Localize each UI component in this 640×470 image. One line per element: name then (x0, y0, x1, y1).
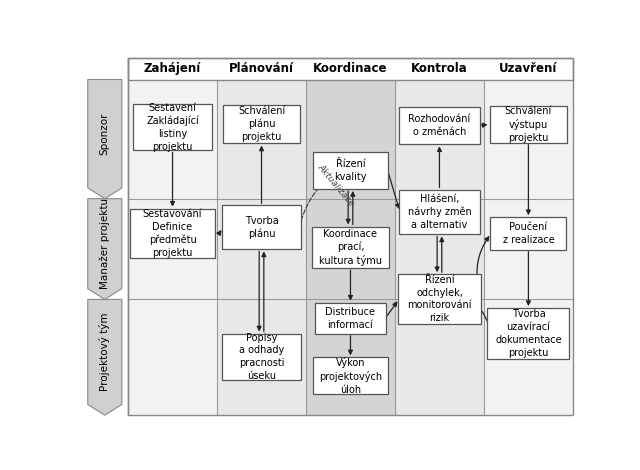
Text: Schválení
plánu
projektu: Schválení plánu projektu (238, 106, 285, 142)
FancyBboxPatch shape (315, 303, 386, 334)
Bar (128, 58, 573, 415)
Text: Hlášení,
návrhy změn
a alternativ: Hlášení, návrhy změn a alternativ (408, 194, 471, 230)
Bar (395, 79, 484, 415)
Text: Sponzor: Sponzor (100, 112, 110, 155)
Text: Plánování: Plánování (229, 62, 294, 75)
Bar (306, 79, 395, 415)
FancyBboxPatch shape (490, 217, 566, 250)
Polygon shape (88, 79, 122, 199)
FancyBboxPatch shape (398, 274, 481, 323)
Text: Tvorba
plánu: Tvorba plánu (244, 216, 278, 239)
Text: Kontrola: Kontrola (411, 62, 468, 75)
Text: Distribuce
informací: Distribuce informací (326, 307, 376, 329)
Text: Popisy
a odhady
pracnosti
úseku: Popisy a odhady pracnosti úseku (239, 332, 284, 381)
Text: Výkon
projektových
úloh: Výkon projektových úloh (319, 357, 382, 395)
FancyBboxPatch shape (133, 104, 212, 150)
FancyBboxPatch shape (223, 105, 300, 143)
Text: Rozhodování
o změnách: Rozhodování o změnách (408, 114, 470, 137)
Bar (128, 58, 573, 79)
FancyBboxPatch shape (130, 209, 215, 258)
Text: Sestavování
Definice
předmětu
projektu: Sestavování Definice předmětu projektu (143, 209, 202, 258)
Text: Sestavení
Zakládající
listiny
projektu: Sestavení Zakládající listiny projektu (146, 103, 199, 152)
FancyBboxPatch shape (312, 227, 389, 268)
Text: Tvorba
uzavírací
dokumentace
projektu: Tvorba uzavírací dokumentace projektu (495, 309, 562, 358)
FancyBboxPatch shape (222, 334, 301, 380)
Text: Koordinace
prací,
kultura týmu: Koordinace prací, kultura týmu (319, 228, 382, 266)
Bar (128, 79, 217, 415)
FancyBboxPatch shape (312, 152, 388, 189)
Text: Uzavření: Uzavření (499, 62, 557, 75)
Text: Poučení
z realizace: Poučení z realizace (502, 222, 554, 245)
FancyBboxPatch shape (399, 107, 480, 144)
Polygon shape (88, 199, 122, 299)
Text: Manažer projektu: Manažer projektu (100, 198, 110, 289)
Text: Zahájení: Zahájení (144, 62, 201, 75)
Text: Aktualizace: Aktualizace (316, 163, 356, 209)
Text: Řízení
kvality: Řízení kvality (334, 159, 367, 182)
FancyBboxPatch shape (399, 189, 480, 234)
FancyBboxPatch shape (487, 308, 570, 359)
Text: Koordinace: Koordinace (313, 62, 388, 75)
FancyBboxPatch shape (312, 358, 388, 394)
FancyBboxPatch shape (222, 205, 301, 249)
Bar (217, 79, 306, 415)
Text: Projektový tým: Projektový tým (99, 313, 110, 391)
Text: Schválení
výstupu
projektu: Schválení výstupu projektu (505, 106, 552, 142)
FancyBboxPatch shape (490, 106, 567, 142)
Polygon shape (88, 299, 122, 415)
Text: Řízení
odchylek,
monitorování
rizik: Řízení odchylek, monitorování rizik (407, 275, 472, 323)
Bar (484, 79, 573, 415)
